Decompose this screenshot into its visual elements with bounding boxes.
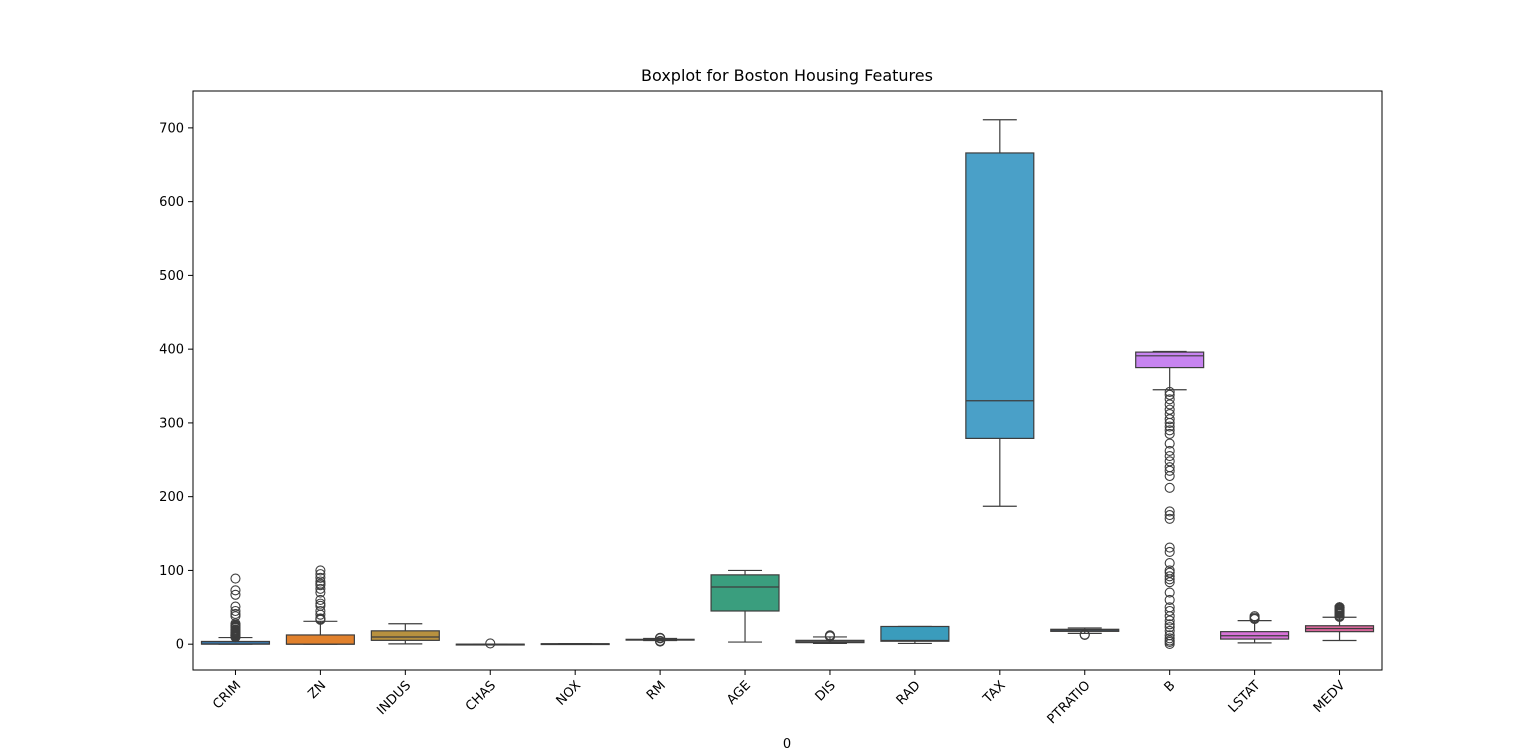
outlier-b (1164, 445, 1175, 456)
outlier-b (1164, 571, 1175, 582)
outlier-ptratio (1079, 629, 1090, 640)
outlier-b (1164, 506, 1175, 517)
outlier-b (1164, 625, 1175, 636)
outlier-b (1164, 428, 1175, 440)
outlier-b (1164, 409, 1175, 420)
x-tick-label: DIS (813, 678, 839, 704)
outlier-zn (315, 569, 326, 580)
outlier-b (1164, 587, 1175, 598)
box-tax (965, 152, 1035, 439)
outlier-b (1164, 605, 1175, 617)
outlier-b (1164, 414, 1175, 425)
y-tick-label: 200 (159, 490, 184, 505)
y-tick-label: 100 (159, 564, 184, 579)
outlier-b (1164, 619, 1175, 630)
outlier-b (1164, 630, 1175, 641)
outlier-rm (655, 632, 666, 643)
y-tick-label: 300 (159, 416, 184, 431)
x-tick-label: ZN (305, 678, 329, 702)
outlier-b (1164, 470, 1175, 482)
box-rad (880, 625, 950, 642)
outlier-b (1164, 615, 1175, 626)
outlier-b (1164, 577, 1175, 588)
outlier-b (1164, 542, 1175, 553)
outlier-b (1164, 482, 1175, 493)
outlier-crim (230, 589, 241, 600)
x-tick-label: AGE (724, 678, 754, 708)
outlier-crim (230, 573, 241, 584)
x-tick-label: MEDV (1311, 678, 1349, 716)
outlier-b (1164, 421, 1175, 432)
outlier-b (1164, 451, 1175, 462)
x-tick-label: TAX (980, 678, 1009, 707)
x-tick-label: RM (644, 678, 669, 703)
box-b (1135, 351, 1205, 369)
x-tick-label: LSTAT (1226, 678, 1264, 716)
x-tick-label: B (1162, 678, 1179, 695)
outlier-zn (315, 598, 326, 609)
box-age (710, 574, 780, 612)
box-zn (285, 634, 355, 645)
outlier-chas (485, 638, 496, 649)
outlier-crim (230, 605, 241, 617)
y-tick-label: 600 (159, 195, 184, 210)
outlier-zn (315, 576, 326, 587)
outlier-b (1164, 513, 1175, 524)
outlier-b (1164, 633, 1175, 644)
outlier-b (1164, 438, 1175, 449)
x-tick-label: NOX (554, 678, 584, 708)
outlier-zn (315, 613, 326, 624)
outlier-crim (230, 608, 241, 619)
outlier-b (1164, 558, 1175, 569)
outlier-crim (230, 585, 241, 596)
outlier-crim (230, 601, 241, 612)
outlier-dis (824, 630, 836, 641)
outlier-b (1164, 510, 1175, 521)
chart-title: Boxplot for Boston Housing Features (641, 66, 933, 85)
outlier-b (1164, 389, 1175, 400)
outlier-zn (315, 594, 326, 605)
y-tick-label: 500 (159, 269, 184, 284)
x-tick-label: PTRATIO (1045, 678, 1094, 727)
outlier-b (1164, 399, 1175, 410)
plot-frame (192, 90, 1383, 671)
outlier-b (1164, 465, 1175, 476)
outlier-b (1164, 622, 1175, 633)
y-tick-label: 700 (159, 121, 184, 136)
outlier-b (1164, 386, 1175, 397)
outlier-rm (655, 635, 666, 646)
outlier-zn (315, 583, 326, 594)
x-tick-label: CHAS (463, 678, 499, 714)
outlier-b (1164, 394, 1175, 405)
outlier-b (1164, 565, 1175, 576)
x-tick-label: RAD (894, 678, 924, 708)
box-indus (370, 630, 440, 641)
outlier-b (1164, 456, 1175, 467)
outlier-b (1164, 546, 1175, 558)
outlier-crim (230, 618, 241, 629)
outlier-lstat (1249, 611, 1260, 622)
x-tick-label: INDUS (374, 678, 414, 718)
outlier-zn (315, 572, 326, 583)
x-tick-label: CRIM (210, 678, 244, 712)
x-axis-label: 0 (783, 737, 791, 752)
outlier-medv (1334, 602, 1345, 613)
outlier-zn (315, 565, 326, 576)
outlier-zn (315, 605, 326, 617)
outlier-b (1164, 594, 1175, 605)
outlier-b (1164, 404, 1175, 415)
outlier-b (1164, 462, 1175, 473)
y-tick-label: 0 (176, 638, 184, 653)
outlier-b (1164, 602, 1175, 613)
outlier-b (1164, 425, 1175, 436)
y-tick-label: 400 (159, 343, 184, 358)
